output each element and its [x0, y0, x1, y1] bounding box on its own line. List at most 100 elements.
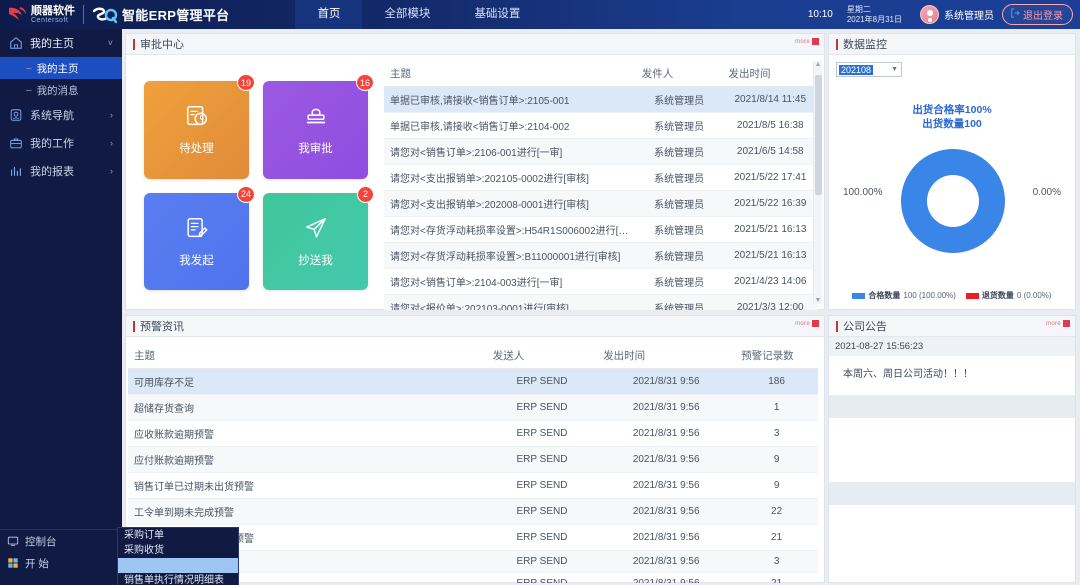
table-row[interactable]: 请您对<销售订单>:2104-003进行[一审] 系统管理员 2021/4/23… [384, 268, 818, 295]
sidebar-item-system-nav[interactable]: 系统导航 › [0, 101, 122, 129]
sidebar-subitem-my-homepage[interactable]: – 我的主页 [0, 57, 122, 79]
scroll-thumb[interactable] [814, 75, 822, 195]
card-cc-to-me[interactable]: 2 抄送我 [263, 185, 374, 290]
approval-panel-title: 审批中心 [140, 39, 184, 51]
brand-name-en: Centersoft [31, 16, 69, 24]
start-icon [6, 557, 19, 570]
announcement-panel-header: 公司公告 more [829, 316, 1075, 337]
table-row[interactable]: 应收账款逾期预警 ERP SEND 2021/8/31 9:56 3 [128, 420, 818, 447]
approval-more-button[interactable]: more [795, 38, 819, 45]
taskbar-console[interactable]: 控制台 [0, 530, 122, 552]
cell-sender: 系统管理员 [635, 294, 723, 310]
table-row[interactable]: 请您对<支出报销单>:202008-0001进行[审核] 系统管理员 2021/… [384, 190, 818, 217]
cell-subject: 请您对<存货浮动耗损率设置>:H54R1S006002进行[审核] [384, 216, 636, 243]
stamp-icon [303, 103, 329, 134]
cell-time: 2021/5/21 16:13 [722, 216, 818, 243]
logout-button[interactable]: 退出登录 [1002, 4, 1073, 25]
announcement-empty-1 [829, 418, 1075, 481]
logo-divider [83, 5, 84, 24]
table-row[interactable]: 请您对<销售订单>:2106-001进行[一审] 系统管理员 2021/6/5 … [384, 138, 818, 165]
cell-sender: ERP SEND [486, 498, 598, 525]
cell-sender: 系统管理员 [635, 242, 723, 269]
card-my-approval[interactable]: 16 我审批 [263, 74, 374, 179]
more-label: more [1046, 320, 1061, 327]
cell-count: 21 [735, 572, 818, 583]
brand-logo[interactable]: 顺器软件 Centersoft 智能ERP管理平台 [0, 0, 229, 29]
table-row[interactable]: 应付账款逾期预警 ERP SEND 2021/8/31 9:56 9 [128, 446, 818, 473]
nav-item-basic-settings[interactable]: 基础设置 [474, 8, 521, 20]
sidebar-item-my-work[interactable]: 我的工作 › [0, 129, 122, 157]
table-row[interactable]: 可用库存不足 ERP SEND 2021/8/31 9:56 186 [128, 368, 818, 395]
context-menu-item-sales-execution-detail[interactable]: 销售单执行情况明细表 [124, 575, 224, 585]
cell-time: 2021/4/23 14:06 [722, 268, 818, 295]
cell-time: 2021/8/31 9:56 [597, 446, 736, 473]
avatar[interactable] [920, 5, 939, 24]
cell-sender: 系统管理员 [635, 190, 723, 217]
legend-item-returned[interactable]: 退货数量 0 (0.00%) [965, 290, 1052, 301]
column-header-time: 发出时间 [597, 343, 736, 369]
announcement-date: 2021-08-27 15:56:23 [829, 337, 1075, 356]
home-icon [8, 35, 24, 51]
sidebar-item-my-reports[interactable]: 我的报表 › [0, 157, 122, 185]
announcement-more-button[interactable]: more [1046, 320, 1070, 327]
legend-label: 合格数量 [868, 291, 901, 300]
table-row[interactable]: 请您对<报价单>:202103-0001进行[审核] 系统管理员 2021/3/… [384, 294, 818, 310]
legend-swatch [852, 292, 866, 299]
announcement-body: 2021-08-27 15:56:23 本周六、周日公司活动！！！ [829, 337, 1075, 583]
cell-count: 3 [735, 550, 818, 573]
logout-icon [1010, 8, 1020, 21]
taskbar-start[interactable]: 开 始 [0, 552, 122, 574]
cell-time: 2021/5/22 17:41 [722, 164, 818, 191]
period-select[interactable]: 202108 ▼ [836, 62, 902, 77]
context-menu: 采购订单 采购收货 采购订单明细表 销售单执行情况明细表 [117, 527, 239, 585]
cell-time: 2021/8/31 9:56 [597, 572, 736, 583]
announcement-placeholder-row [829, 394, 1075, 418]
table-row[interactable]: 超储存货查询 ERP SEND 2021/8/31 9:56 1 [128, 394, 818, 421]
left-percentage-label: 100.00% [843, 187, 883, 198]
cell-time: 2021/6/5 14:58 [722, 138, 818, 165]
context-menu-item-purchase-receipt[interactable]: 采购收货 [124, 545, 164, 556]
table-row[interactable]: 销售订单已过期未出货预警 ERP SEND 2021/8/31 9:56 9 [128, 472, 818, 499]
sq-mark-icon [92, 6, 118, 24]
warning-more-button[interactable]: more [795, 320, 819, 327]
card-badge: 24 [236, 185, 255, 203]
cell-count: 21 [735, 524, 818, 551]
nav-item-home[interactable]: 首页 [295, 0, 363, 29]
cell-time: 2021/8/31 9:56 [597, 524, 736, 551]
approval-scrollbar[interactable]: ▲ ▼ [813, 61, 822, 304]
donut-chart: 100.00% 0.00% [829, 139, 1075, 264]
cell-subject: 可用库存不足 [128, 368, 487, 395]
nav-item-all-modules[interactable]: 全部模块 [384, 8, 431, 20]
table-row[interactable]: 工令单到期未完成预警 ERP SEND 2021/8/31 9:56 22 [128, 498, 818, 525]
context-menu-item-purchase-order-detail[interactable]: 采购订单明细表 [118, 558, 238, 573]
sidebar-item-my-homepage[interactable]: 我的主页 ˅ [0, 29, 122, 57]
legend-swatch [965, 292, 979, 299]
data-monitor-panel: 数据监控 202108 ▼ 出货合格率100% 出货数量100 100.00% … [828, 33, 1076, 310]
approval-panel-header: 审批中心 more [126, 34, 824, 55]
qualified-rate-text: 出货合格率100% [912, 104, 992, 116]
scroll-down-icon[interactable]: ▼ [814, 297, 822, 304]
legend-item-qualified[interactable]: 合格数量 100 (100.00%) [852, 290, 956, 301]
table-row[interactable]: ERP SEND 2021/8/31 9:56 21 [128, 572, 818, 583]
table-row[interactable]: 请您对<存货浮动耗损率设置>:H54R1S006002进行[审核] 系统管理员 … [384, 216, 818, 243]
scroll-up-icon[interactable]: ▲ [814, 61, 822, 68]
table-row[interactable]: 请您对<存货浮动耗损率设置>:B11000001进行[审核] 系统管理员 202… [384, 242, 818, 269]
table-row[interactable]: 请您对<支出报销单>:202105-0002进行[审核] 系统管理员 2021/… [384, 164, 818, 191]
dash-icon: – [26, 62, 32, 74]
sidebar-subitem-my-messages[interactable]: – 我的消息 [0, 79, 122, 101]
table-header-row: 主题 发件人 发出时间 [384, 61, 818, 87]
table-row[interactable]: 单据已审核,请接收<销售订单>:2104-002 系统管理员 2021/8/5 … [384, 112, 818, 139]
card-pending[interactable]: 19 待处理 [144, 74, 255, 179]
period-select-value: 202108 [839, 64, 874, 75]
chevron-down-icon: ▼ [891, 66, 898, 73]
table-row[interactable]: 单据已审核,请接收<销售订单>:2105-001 系统管理员 2021/8/14… [384, 86, 818, 113]
sidebar-subitem-label: 我的主页 [36, 62, 79, 75]
context-menu-item-purchase-order[interactable]: 采购订单 [124, 530, 164, 541]
card-my-initiated[interactable]: 24 我发起 [144, 185, 255, 290]
paper-plane-icon [303, 215, 329, 246]
column-header-count: 预警记录数 [735, 343, 818, 369]
cell-subject: 请您对<存货浮动耗损率设置>:B11000001进行[审核] [384, 242, 636, 269]
accent-bar [836, 38, 838, 50]
column-header-sender: 发件人 [635, 61, 723, 87]
chevron-right-icon: › [110, 166, 113, 176]
